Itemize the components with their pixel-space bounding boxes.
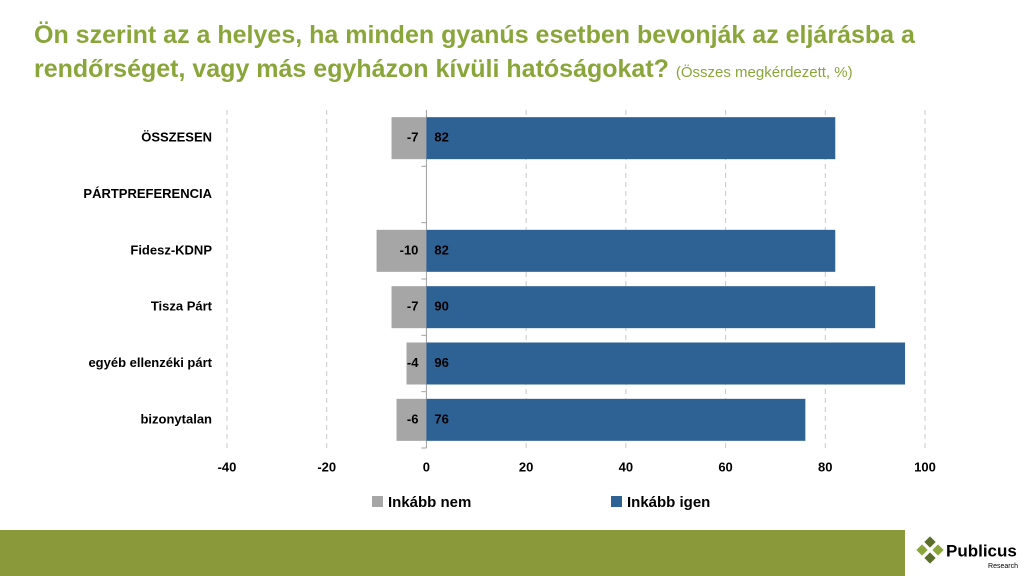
bar: [391, 286, 427, 329]
legend-swatch: [372, 496, 383, 507]
y-tick-label: PÁRTPREFERENCIA: [83, 186, 212, 201]
x-tick-label: 40: [619, 459, 633, 474]
x-tick-label: 0: [423, 459, 430, 474]
data-label: 96: [434, 355, 448, 370]
x-tick-label: -20: [317, 459, 336, 474]
bar: [391, 117, 427, 160]
data-label: 82: [434, 242, 448, 257]
data-label: -7: [407, 299, 419, 314]
footer-band: [0, 530, 1024, 576]
x-tick-label: 100: [914, 459, 936, 474]
bar: [426, 342, 906, 385]
logo-text: Publicus: [946, 541, 1017, 560]
title-block: Ön szerint az a helyes, ha minden gyanús…: [34, 18, 1004, 90]
logo-icon: [916, 536, 944, 564]
bar: [426, 286, 876, 329]
x-tick-label: 20: [519, 459, 533, 474]
y-tick-label: bizonytalan: [140, 411, 212, 426]
y-tick-label: egyéb ellenzéki párt: [88, 355, 212, 370]
y-tick-label: Tisza Párt: [151, 299, 213, 314]
bar: [426, 117, 836, 160]
y-tick-label: Fidesz-KDNP: [130, 242, 212, 257]
data-label: 90: [434, 299, 448, 314]
chart-subtitle: (Összes megkérdezett, %): [675, 64, 853, 81]
bar: [396, 398, 427, 441]
data-label: -4: [407, 355, 419, 370]
logo-subtext: Research: [988, 563, 1018, 570]
bar: [426, 398, 806, 441]
data-label: -6: [407, 411, 419, 426]
bar: [406, 342, 427, 385]
chart-title: Ön szerint az a helyes, ha minden gyanús…: [34, 21, 915, 83]
legend-swatch: [611, 496, 622, 507]
data-label: -10: [400, 242, 419, 257]
legend-label: Inkább igen: [627, 494, 710, 511]
x-tick-label: 80: [818, 459, 832, 474]
bar: [426, 229, 836, 272]
legend-label: Inkább nem: [388, 494, 471, 511]
y-tick-label: ÖSSZESEN: [141, 130, 212, 145]
data-label: 76: [434, 411, 448, 426]
x-tick-label: 60: [718, 459, 732, 474]
data-label: -7: [407, 130, 419, 145]
x-tick-label: -40: [218, 459, 237, 474]
bar: [376, 229, 427, 272]
data-label: 82: [434, 130, 448, 145]
logo-area: [905, 530, 1024, 576]
